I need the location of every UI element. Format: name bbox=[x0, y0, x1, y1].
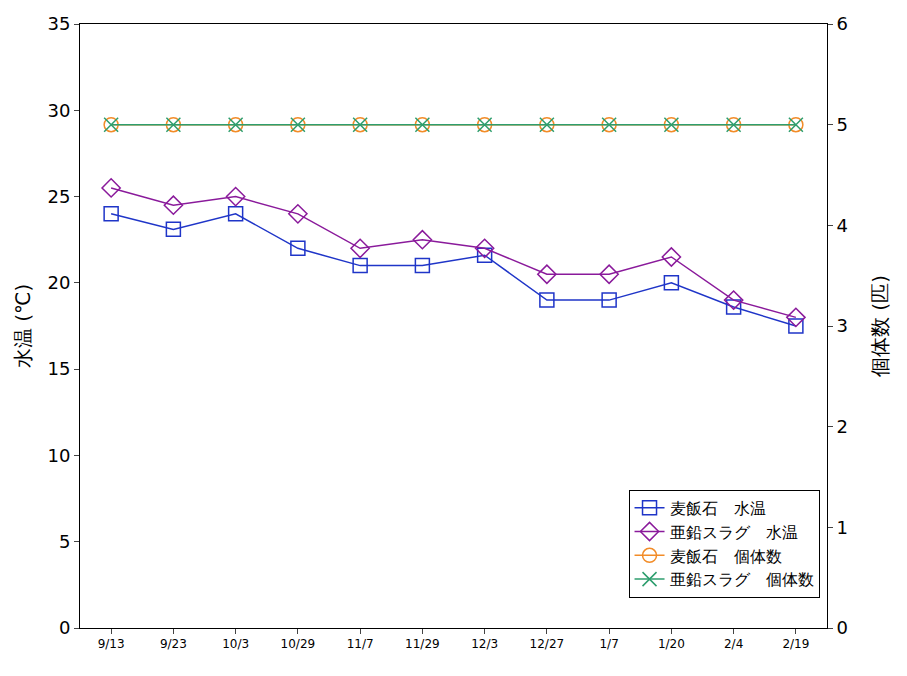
svg-text:水温 (℃): 水温 (℃) bbox=[11, 284, 35, 368]
svg-text:麦飯石 個体数: 麦飯石 個体数 bbox=[670, 547, 782, 566]
svg-text:亜鉛スラグ 個体数: 亜鉛スラグ 個体数 bbox=[670, 570, 814, 589]
svg-text:5: 5 bbox=[837, 114, 848, 135]
svg-text:15: 15 bbox=[47, 358, 70, 379]
svg-text:3: 3 bbox=[837, 315, 848, 336]
svg-text:30: 30 bbox=[47, 100, 70, 121]
svg-text:11/29: 11/29 bbox=[405, 637, 440, 651]
svg-text:10/29: 10/29 bbox=[281, 637, 316, 651]
svg-text:20: 20 bbox=[47, 272, 70, 293]
svg-text:0: 0 bbox=[59, 617, 70, 638]
svg-text:1: 1 bbox=[837, 517, 848, 538]
svg-text:2: 2 bbox=[837, 416, 848, 437]
svg-text:0: 0 bbox=[837, 617, 848, 638]
svg-text:25: 25 bbox=[47, 186, 70, 207]
svg-text:麦飯石 水温: 麦飯石 水温 bbox=[670, 499, 766, 518]
svg-text:個体数 (匹): 個体数 (匹) bbox=[868, 275, 892, 377]
svg-text:5: 5 bbox=[59, 531, 70, 552]
svg-text:9/13: 9/13 bbox=[98, 637, 125, 651]
svg-text:1/20: 1/20 bbox=[658, 637, 685, 651]
svg-text:6: 6 bbox=[837, 13, 848, 34]
svg-text:2/4: 2/4 bbox=[724, 637, 743, 651]
svg-text:11/7: 11/7 bbox=[347, 637, 374, 651]
svg-text:12/27: 12/27 bbox=[530, 637, 565, 651]
svg-text:亜鉛スラグ 水温: 亜鉛スラグ 水温 bbox=[670, 523, 798, 542]
svg-text:35: 35 bbox=[47, 13, 70, 34]
svg-text:10: 10 bbox=[47, 445, 70, 466]
svg-text:10/3: 10/3 bbox=[222, 637, 249, 651]
svg-text:9/23: 9/23 bbox=[160, 637, 187, 651]
svg-text:4: 4 bbox=[837, 215, 848, 236]
svg-text:1/7: 1/7 bbox=[599, 637, 618, 651]
svg-text:12/3: 12/3 bbox=[471, 637, 498, 651]
svg-text:2/19: 2/19 bbox=[782, 637, 809, 651]
